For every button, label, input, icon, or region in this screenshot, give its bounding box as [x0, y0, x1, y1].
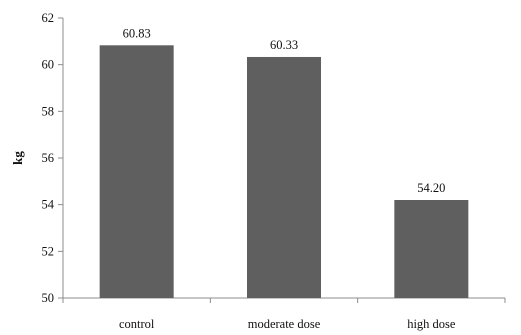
y-tick-label: 58: [42, 104, 55, 118]
x-category-label: high dose: [407, 317, 456, 331]
y-tick-label: 54: [42, 198, 55, 212]
y-tick-label: 62: [42, 11, 55, 25]
bar-value-label: 60.83: [123, 26, 151, 40]
x-axis: control moderate dose high dose: [62, 297, 506, 331]
bar-value-label: 54.20: [417, 181, 445, 195]
bar: [247, 56, 321, 298]
y-tick-label: 60: [42, 58, 55, 72]
bars: 60.83 60.33 54.20: [99, 26, 469, 298]
bar: [394, 200, 469, 298]
y-axis-label: kg: [10, 151, 25, 165]
y-tick-label: 52: [42, 244, 55, 258]
y-tick-label: 50: [42, 291, 55, 305]
bar: [99, 45, 174, 298]
x-category-label: control: [119, 317, 155, 331]
y-tick-label: 56: [42, 151, 55, 165]
x-category-label: moderate dose: [248, 317, 321, 331]
bar-value-label: 60.33: [270, 38, 298, 52]
y-axis: 50 52 54 56 58 60 62: [42, 11, 64, 305]
